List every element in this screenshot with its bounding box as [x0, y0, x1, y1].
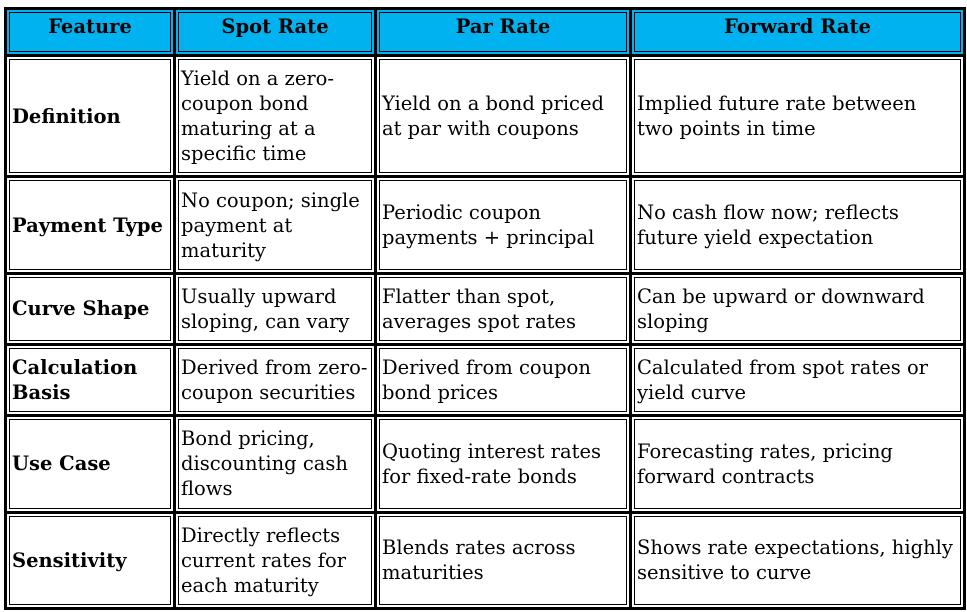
header-row: Feature Spot Rate Par Rate Forward Rate — [7, 10, 963, 54]
cell-spot: Directly reflects current rates for each… — [176, 513, 374, 607]
row-label-payment-type: Payment Type — [7, 178, 173, 272]
cell-par: Blends rates across maturities — [377, 513, 629, 607]
cell-par: Derived from coupon bond prices — [377, 346, 629, 415]
table-row: Payment Type No coupon; single payment a… — [7, 178, 963, 272]
cell-par: Periodic coupon payments + principal — [377, 178, 629, 272]
cell-par: Flatter than spot, averages spot rates — [377, 274, 629, 344]
header-par-rate: Par Rate — [377, 10, 629, 54]
cell-forward: No cash flow now; reflects future yield … — [632, 178, 963, 272]
cell-forward: Shows rate expectations, highly sensitiv… — [632, 513, 963, 607]
cell-spot: Yield on a zero-coupon bond maturing at … — [176, 57, 374, 176]
cell-forward: Implied future rate between two points i… — [632, 57, 963, 176]
header-spot-rate: Spot Rate — [176, 10, 374, 54]
row-label-use-case: Use Case — [7, 417, 173, 511]
table-row: Curve Shape Usually upward sloping, can … — [7, 274, 963, 344]
header-feature: Feature — [7, 10, 173, 54]
cell-spot: Bond pricing, discounting cash flows — [176, 417, 374, 511]
rates-comparison-table: Feature Spot Rate Par Rate Forward Rate … — [4, 7, 966, 610]
row-label-definition: Definition — [7, 57, 173, 176]
table-row: Definition Yield on a zero-coupon bond m… — [7, 57, 963, 176]
cell-spot: Usually upward sloping, can vary — [176, 274, 374, 344]
row-label-calculation-basis: Calculation Basis — [7, 346, 173, 415]
table-row: Calculation Basis Derived from zero-coup… — [7, 346, 963, 415]
cell-spot: Derived from zero-coupon securities — [176, 346, 374, 415]
cell-forward: Can be upward or downward sloping — [632, 274, 963, 344]
header-forward-rate: Forward Rate — [632, 10, 963, 54]
cell-spot: No coupon; single payment at maturity — [176, 178, 374, 272]
comparison-table-frame: Feature Spot Rate Par Rate Forward Rate … — [4, 7, 966, 610]
cell-forward: Calculated from spot rates or yield curv… — [632, 346, 963, 415]
cell-par: Yield on a bond priced at par with coupo… — [377, 57, 629, 176]
row-label-curve-shape: Curve Shape — [7, 274, 173, 344]
table-row: Sensitivity Directly reflects current ra… — [7, 513, 963, 607]
cell-par: Quoting interest rates for fixed-rate bo… — [377, 417, 629, 511]
row-label-sensitivity: Sensitivity — [7, 513, 173, 607]
cell-forward: Forecasting rates, pricing forward contr… — [632, 417, 963, 511]
table-row: Use Case Bond pricing, discounting cash … — [7, 417, 963, 511]
